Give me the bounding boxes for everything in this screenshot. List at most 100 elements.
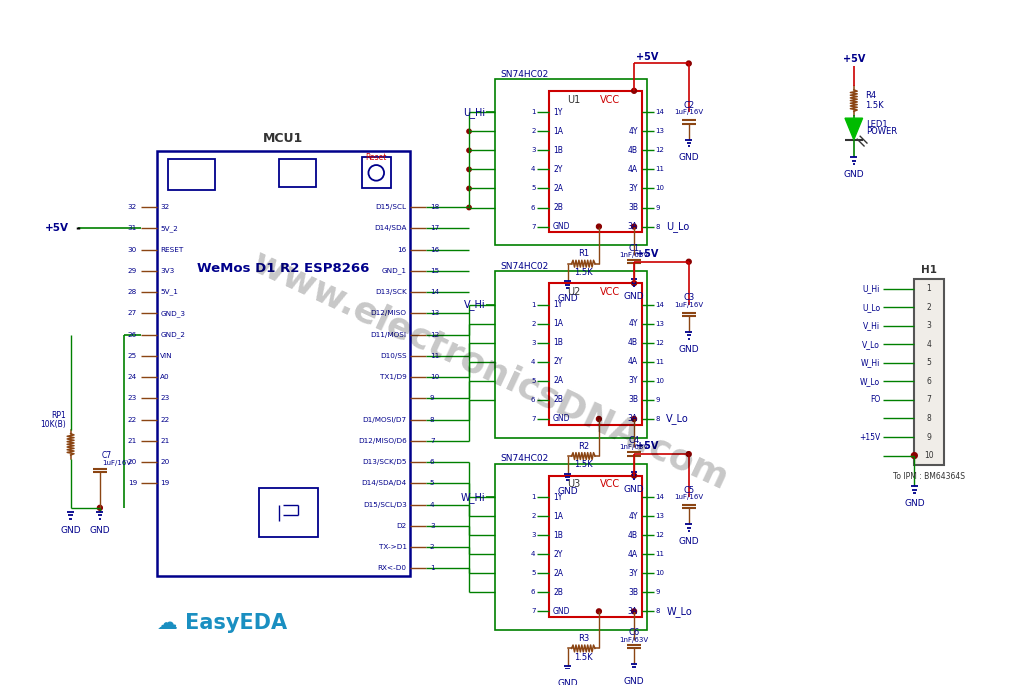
Text: W_Hi: W_Hi [461,492,485,503]
Text: 4B: 4B [628,338,638,347]
Text: VCC: VCC [600,95,620,105]
Text: 1: 1 [530,494,536,500]
Circle shape [467,167,471,171]
Text: 3: 3 [530,532,536,538]
Text: 3A: 3A [628,414,638,423]
Text: 32: 32 [128,204,137,210]
Text: 21: 21 [161,438,170,444]
Text: D13/SCK/D5: D13/SCK/D5 [362,459,407,465]
Bar [496,464,647,630]
Text: GND: GND [679,345,699,354]
Text: 19: 19 [161,480,170,486]
Text: 4B: 4B [628,146,638,155]
Text: 5: 5 [430,480,434,486]
Text: 10: 10 [430,374,439,380]
Text: D12/MISO/D6: D12/MISO/D6 [357,438,407,444]
Text: 1A: 1A [553,319,563,328]
Text: 10K(B): 10K(B) [40,421,66,429]
Text: To IPM : BM64364S: To IPM : BM64364S [893,472,965,481]
Text: D12/MISO: D12/MISO [371,310,407,316]
Text: 2: 2 [927,303,932,312]
Text: 2B: 2B [553,203,563,212]
Text: 10: 10 [925,451,934,460]
Circle shape [596,609,601,614]
Text: 8: 8 [655,416,660,422]
Text: 3Y: 3Y [629,569,638,577]
Text: 22: 22 [128,416,137,423]
Text: C1: C1 [629,244,640,253]
Text: 8: 8 [655,608,660,614]
Text: WeMos D1 R2 ESP8266: WeMos D1 R2 ESP8266 [198,262,370,275]
Circle shape [686,260,691,264]
Text: D15/SCL/D3: D15/SCL/D3 [362,501,407,508]
Text: 3: 3 [927,321,932,330]
Text: 3B: 3B [628,395,638,404]
Text: 5: 5 [927,358,932,367]
Text: Reset: Reset [366,153,387,162]
Text: 3A: 3A [628,222,638,231]
Text: GND: GND [624,292,644,301]
Text: 10: 10 [655,186,665,192]
Circle shape [97,506,102,510]
Text: GND: GND [553,414,570,423]
Bar [361,158,391,188]
Text: 6: 6 [430,459,434,465]
Text: +15V: +15V [859,432,881,442]
Text: C5: C5 [683,486,694,495]
Text: TX1/D9: TX1/D9 [380,374,407,380]
Text: 1: 1 [530,301,536,308]
Text: 9: 9 [430,395,434,401]
Text: 1.5K: 1.5K [574,653,593,662]
Text: D13/SCK: D13/SCK [375,289,407,295]
Text: D2: D2 [396,523,407,529]
Text: GND: GND [904,499,925,508]
Text: 1Y: 1Y [553,300,562,309]
Text: 1B: 1B [553,531,563,540]
Text: 4Y: 4Y [629,127,638,136]
Text: D11/MOSI: D11/MOSI [371,332,407,338]
Text: U2: U2 [566,287,580,297]
Text: +5V: +5V [636,249,658,259]
Text: C4: C4 [629,436,640,445]
Text: 9: 9 [655,397,660,403]
Text: 14: 14 [430,289,439,295]
Text: V_Hi: V_Hi [863,321,881,330]
Text: 27: 27 [128,310,137,316]
Text: 1: 1 [927,284,932,293]
Text: 1.5K: 1.5K [574,460,593,469]
Text: GND: GND [553,607,570,616]
Text: 23: 23 [128,395,137,401]
Text: ☁ EasyEDA: ☁ EasyEDA [157,613,287,633]
Text: 2: 2 [531,321,536,327]
Text: 16: 16 [430,247,439,253]
Text: 3: 3 [430,523,434,529]
Text: GND: GND [557,295,578,303]
Text: 20: 20 [161,459,170,465]
Text: 13: 13 [655,128,665,134]
Text: SN74HC02: SN74HC02 [501,262,549,271]
Circle shape [632,281,637,286]
Text: POWER: POWER [866,127,898,136]
Text: 11: 11 [655,551,665,557]
Text: 2Y: 2Y [553,358,562,366]
Text: 9: 9 [655,589,660,595]
Text: D14/SDA/D4: D14/SDA/D4 [361,480,407,486]
Text: A0: A0 [161,374,170,380]
Circle shape [911,453,918,458]
Text: GND: GND [557,679,578,685]
Text: 4: 4 [531,166,536,173]
Text: 18: 18 [430,204,439,210]
Text: 26: 26 [128,332,137,338]
Text: 14: 14 [655,110,665,115]
Text: GND: GND [624,677,644,685]
Text: 11: 11 [655,166,665,173]
Text: 1B: 1B [553,146,563,155]
Text: www.electronicsDNA.com: www.electronicsDNA.com [247,245,734,497]
Circle shape [686,451,691,456]
Bar [496,271,647,438]
Text: H1: H1 [921,264,937,275]
Text: C3: C3 [683,293,694,302]
Text: 12: 12 [655,147,665,153]
Text: U1: U1 [566,95,580,105]
Text: C7: C7 [101,451,112,460]
